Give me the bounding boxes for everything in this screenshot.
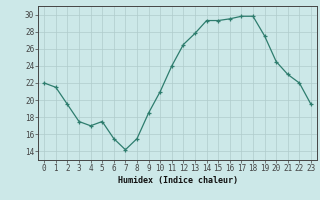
X-axis label: Humidex (Indice chaleur): Humidex (Indice chaleur) bbox=[118, 176, 238, 185]
